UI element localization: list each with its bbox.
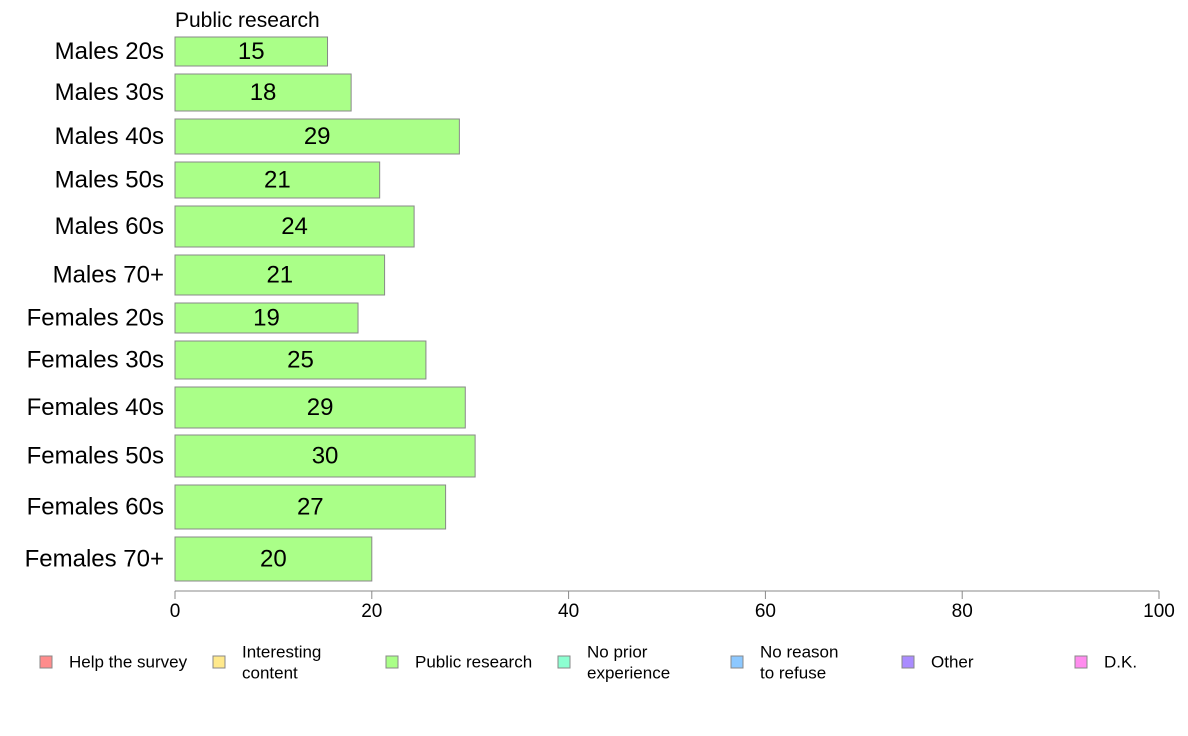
category-label: Males 70+ [53,262,164,289]
legend-label: Interesting [242,643,321,662]
x-tick-label: 80 [952,601,973,622]
x-tick-label: 40 [558,601,579,622]
legend-label: to refuse [760,664,826,683]
bar-value-label: 25 [287,347,314,374]
legend-label: No prior [587,643,648,662]
legend-label: experience [587,664,670,683]
bar [174,302,359,334]
category-label: Females 40s [27,394,164,421]
legend-swatch [730,655,744,669]
category-label: Males 40s [55,123,164,150]
legend-swatch [212,655,226,669]
category-label: Females 20s [27,305,164,332]
legend: Help the survey Interesting content Public … [39,643,1137,683]
category-label: Males 50s [55,167,164,194]
x-tick-label: 100 [1143,601,1175,622]
x-tick-label: 60 [755,601,776,622]
legend-label: Public research [415,653,532,672]
bar [174,434,476,478]
legend-swatch [39,655,53,669]
bar [174,205,415,248]
legend-label: Help the survey [69,653,188,672]
bars-group: Males 20s 15 Males 30s 18 Males 40s 29 Males 5… [25,36,476,582]
legend-swatch [901,655,915,669]
legend-swatch [385,655,399,669]
category-label: Males 60s [55,213,164,240]
bar-value-label: 24 [281,213,308,240]
category-label: Females 50s [27,443,164,470]
category-label: Females 60s [27,494,164,521]
bar-value-label: 21 [264,167,291,194]
bar [174,161,381,199]
bar-value-label: 18 [250,79,277,106]
bar [174,484,447,530]
panel-title: Public research [175,9,320,32]
bar [174,386,466,429]
bar [174,340,427,380]
bar [174,73,352,112]
category-label: Females 70+ [25,546,164,573]
bar-value-label: 29 [307,394,334,421]
x-axis: 0 20 40 60 80 100 [170,590,1175,622]
bar-value-label: 21 [266,262,293,289]
x-tick-label: 20 [361,601,382,622]
bar [174,536,373,582]
bar [174,36,329,67]
legend-swatch [1074,655,1088,669]
legend-label: D.K. [1104,653,1137,672]
legend-label: Other [931,653,974,672]
category-label: Males 20s [55,38,164,65]
bar-value-label: 19 [253,305,280,332]
bar-value-label: 30 [312,443,339,470]
bar-value-label: 27 [297,494,324,521]
category-label: Males 30s [55,79,164,106]
bar [174,118,460,155]
legend-swatch [557,655,571,669]
bar-value-label: 15 [238,38,265,65]
bar-value-label: 29 [304,123,331,150]
legend-label: No reason [760,643,838,662]
x-tick-label: 0 [170,601,181,622]
bar [174,254,386,296]
bar-value-label: 20 [260,546,287,573]
legend-label: content [242,664,298,683]
category-label: Females 30s [27,347,164,374]
